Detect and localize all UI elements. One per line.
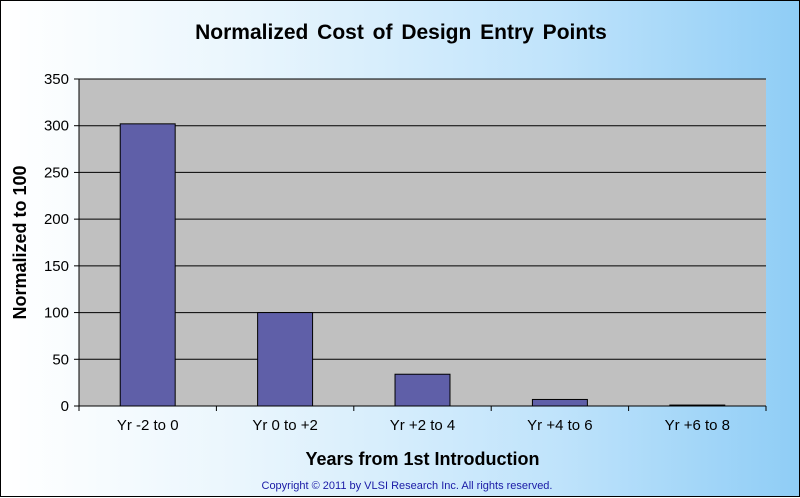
bars [119,123,726,407]
copyright-notice: Copyright © 2011 by VLSI Research Inc. A… [261,480,553,492]
bar [257,312,314,407]
y-tick-label: 150 [44,258,69,275]
axes [74,78,767,411]
x-tick-label: Yr +2 to 4 [390,417,455,434]
bar [119,123,176,407]
x-tick-label: Yr 0 to +2 [252,417,317,434]
y-tick-label: 300 [44,118,69,135]
grid-lines [79,78,766,360]
y-tick-label: 0 [61,398,69,415]
y-tick-label: 50 [52,351,69,368]
x-tick-label: Yr +4 to 6 [527,417,592,434]
chart-title: Normalized Cost of Design Entry Points [195,21,607,44]
x-tick-label: Yr -2 to 0 [117,417,179,434]
x-tick-label: Yr +6 to 8 [665,417,730,434]
plot-area [79,79,766,406]
y-axis-title: Normalized to 100 [10,165,30,319]
x-axis-title: Years from 1st Introduction [305,449,539,469]
y-tick-label: 200 [44,211,69,228]
bar [531,398,588,407]
bar [394,373,451,407]
y-tick-label: 350 [44,71,69,88]
y-tick-label: 100 [44,305,69,322]
x-tick-labels: Yr -2 to 0 Yr 0 to +2 Yr +2 to 4 Yr +4 to 6… [117,417,730,434]
y-tick-labels: 0 50 100 150 200 250 300 350 [44,71,69,415]
y-tick-label: 250 [44,164,69,181]
